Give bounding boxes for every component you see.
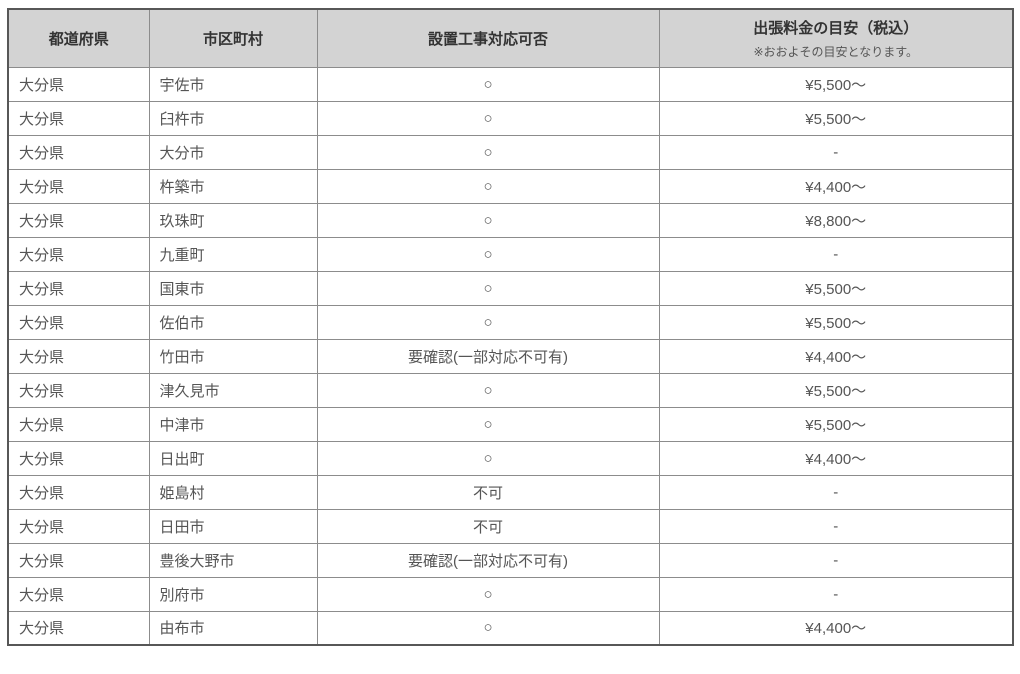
prefecture-cell: 大分県 [7, 474, 150, 510]
column-header-city: 市区町村 [148, 8, 318, 68]
availability-cell: 不可 [316, 474, 660, 510]
prefecture-cell: 大分県 [7, 338, 150, 374]
prefecture-cell: 大分県 [7, 440, 150, 476]
column-header-fee: 出張料金の目安（税込） ※おおよその目安となります。 [658, 8, 1014, 68]
table-row: 大分県 日出町 ○ ¥4,400～ [7, 440, 1014, 476]
table-row: 大分県 日田市 不可 - [7, 508, 1014, 544]
fee-cell: - [658, 474, 1014, 510]
fee-cell: - [658, 236, 1014, 272]
fee-cell: ¥4,400～ [658, 610, 1014, 646]
table-row: 大分県 別府市 ○ - [7, 576, 1014, 612]
fee-cell: ¥4,400～ [658, 440, 1014, 476]
fee-cell: ¥5,500～ [658, 304, 1014, 340]
prefecture-cell: 大分県 [7, 576, 150, 612]
column-header-prefecture: 都道府県 [7, 8, 150, 68]
availability-cell: 要確認(一部対応不可有) [316, 542, 660, 578]
table-row: 大分県 玖珠町 ○ ¥8,800～ [7, 202, 1014, 238]
table-row: 大分県 豊後大野市 要確認(一部対応不可有) - [7, 542, 1014, 578]
availability-cell: ○ [316, 440, 660, 476]
prefecture-cell: 大分県 [7, 134, 150, 170]
city-cell: 姫島村 [148, 474, 318, 510]
city-cell: 中津市 [148, 406, 318, 442]
prefecture-cell: 大分県 [7, 270, 150, 306]
availability-cell: ○ [316, 304, 660, 340]
table-row: 大分県 佐伯市 ○ ¥5,500～ [7, 304, 1014, 340]
availability-cell: ○ [316, 168, 660, 204]
availability-cell: ○ [316, 610, 660, 646]
fee-cell: ¥5,500～ [658, 100, 1014, 136]
table-header: 都道府県 市区町村 設置工事対応可否 出張料金の目安（税込） ※おおよその目安と… [7, 8, 1014, 68]
prefecture-cell: 大分県 [7, 610, 150, 646]
fee-cell: - [658, 508, 1014, 544]
column-header-fee-note: ※おおよその目安となります。 [753, 44, 919, 59]
city-cell: 竹田市 [148, 338, 318, 374]
table-row: 大分県 国東市 ○ ¥5,500～ [7, 270, 1014, 306]
city-cell: 大分市 [148, 134, 318, 170]
city-cell: 豊後大野市 [148, 542, 318, 578]
city-cell: 宇佐市 [148, 66, 318, 102]
fee-cell: ¥4,400～ [658, 168, 1014, 204]
availability-cell: ○ [316, 134, 660, 170]
prefecture-cell: 大分県 [7, 66, 150, 102]
city-cell: 玖珠町 [148, 202, 318, 238]
fee-cell: - [658, 576, 1014, 612]
table-body: 大分県 宇佐市 ○ ¥5,500～ 大分県 臼杵市 ○ ¥5,500～ 大分県 … [7, 66, 1014, 646]
availability-cell: ○ [316, 100, 660, 136]
city-cell: 由布市 [148, 610, 318, 646]
city-cell: 臼杵市 [148, 100, 318, 136]
header-row: 都道府県 市区町村 設置工事対応可否 出張料金の目安（税込） ※おおよその目安と… [7, 8, 1014, 68]
prefecture-cell: 大分県 [7, 100, 150, 136]
city-cell: 津久見市 [148, 372, 318, 408]
prefecture-cell: 大分県 [7, 202, 150, 238]
availability-cell: ○ [316, 236, 660, 272]
table-row: 大分県 津久見市 ○ ¥5,500～ [7, 372, 1014, 408]
availability-cell: ○ [316, 576, 660, 612]
prefecture-cell: 大分県 [7, 508, 150, 544]
table-row: 大分県 中津市 ○ ¥5,500～ [7, 406, 1014, 442]
table-row: 大分県 杵築市 ○ ¥4,400～ [7, 168, 1014, 204]
availability-cell: 不可 [316, 508, 660, 544]
column-header-fee-title: 出張料金の目安（税込） [753, 19, 919, 37]
table-row: 大分県 宇佐市 ○ ¥5,500～ [7, 66, 1014, 102]
table-row: 大分県 由布市 ○ ¥4,400～ [7, 610, 1014, 646]
table-row: 大分県 九重町 ○ - [7, 236, 1014, 272]
prefecture-cell: 大分県 [7, 406, 150, 442]
fee-cell: ¥5,500～ [658, 66, 1014, 102]
fee-cell: ¥5,500～ [658, 372, 1014, 408]
table-row: 大分県 姫島村 不可 - [7, 474, 1014, 510]
prefecture-cell: 大分県 [7, 168, 150, 204]
table-row: 大分県 臼杵市 ○ ¥5,500～ [7, 100, 1014, 136]
city-cell: 九重町 [148, 236, 318, 272]
availability-cell: ○ [316, 202, 660, 238]
fee-cell: ¥5,500～ [658, 270, 1014, 306]
availability-cell: ○ [316, 406, 660, 442]
fee-cell: ¥4,400～ [658, 338, 1014, 374]
fee-cell: - [658, 134, 1014, 170]
fee-cell: ¥8,800～ [658, 202, 1014, 238]
city-cell: 国東市 [148, 270, 318, 306]
table-row: 大分県 竹田市 要確認(一部対応不可有) ¥4,400～ [7, 338, 1014, 374]
city-cell: 別府市 [148, 576, 318, 612]
city-cell: 杵築市 [148, 168, 318, 204]
availability-cell: ○ [316, 270, 660, 306]
availability-cell: ○ [316, 372, 660, 408]
prefecture-cell: 大分県 [7, 236, 150, 272]
column-header-availability: 設置工事対応可否 [316, 8, 660, 68]
fee-cell: ¥5,500～ [658, 406, 1014, 442]
prefecture-cell: 大分県 [7, 372, 150, 408]
availability-cell: 要確認(一部対応不可有) [316, 338, 660, 374]
city-cell: 日田市 [148, 508, 318, 544]
installation-fee-table: 都道府県 市区町村 設置工事対応可否 出張料金の目安（税込） ※おおよその目安と… [7, 8, 1014, 646]
table-row: 大分県 大分市 ○ - [7, 134, 1014, 170]
city-cell: 日出町 [148, 440, 318, 476]
city-cell: 佐伯市 [148, 304, 318, 340]
availability-cell: ○ [316, 66, 660, 102]
fee-cell: - [658, 542, 1014, 578]
prefecture-cell: 大分県 [7, 304, 150, 340]
prefecture-cell: 大分県 [7, 542, 150, 578]
